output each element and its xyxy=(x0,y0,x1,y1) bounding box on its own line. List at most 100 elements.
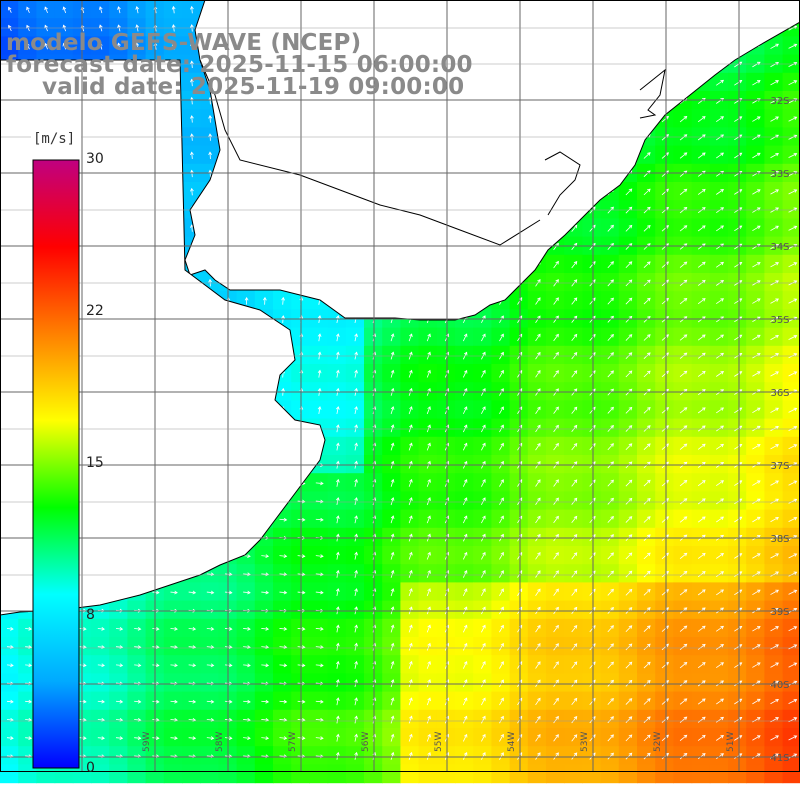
field-cell xyxy=(655,218,674,238)
wind-arrow xyxy=(752,425,761,432)
field-cell xyxy=(309,655,329,674)
wind-arrow xyxy=(571,297,578,305)
wind-arrow xyxy=(770,516,779,523)
wind-arrow xyxy=(697,516,706,523)
field-cell xyxy=(418,345,438,365)
field-cell xyxy=(709,345,729,365)
field-cell xyxy=(600,473,620,492)
field-cell xyxy=(400,509,420,529)
field-cell xyxy=(618,491,638,511)
lon-label: 54W xyxy=(507,732,517,752)
wind-arrow xyxy=(788,189,798,195)
field-cell xyxy=(673,418,693,438)
wind-arrow xyxy=(188,590,197,595)
field-cell xyxy=(691,109,711,128)
wind-arrow xyxy=(788,298,798,304)
field-cell xyxy=(746,618,765,638)
wind-arrow xyxy=(408,715,413,724)
wind-arrow xyxy=(317,369,322,378)
wind-arrow xyxy=(553,588,559,596)
field-cell xyxy=(382,728,401,747)
wind-arrow xyxy=(607,224,614,232)
field-cell xyxy=(327,582,347,602)
wind-arrow xyxy=(770,735,779,741)
wind-arrow xyxy=(426,442,431,451)
field-cell xyxy=(327,491,347,511)
field-cell xyxy=(345,655,365,674)
field-cell xyxy=(473,600,492,620)
field-cell xyxy=(673,455,693,474)
field-cell xyxy=(418,618,438,638)
wind-arrow xyxy=(354,679,358,688)
field-cell xyxy=(436,582,456,602)
field-cell xyxy=(564,418,583,438)
field-cell xyxy=(163,582,183,602)
wind-arrow xyxy=(752,589,761,596)
field-cell xyxy=(382,527,401,547)
field-cell xyxy=(418,600,438,620)
field-cell xyxy=(782,200,800,219)
wind-arrow xyxy=(315,590,324,595)
wind-arrow xyxy=(788,116,798,122)
field-cell xyxy=(418,673,438,693)
wind-arrow xyxy=(354,642,358,651)
field-cell xyxy=(491,473,511,492)
wind-arrow xyxy=(571,552,578,560)
wind-arrow xyxy=(607,261,614,269)
field-cell xyxy=(764,273,784,292)
wind-arrow xyxy=(462,515,468,524)
wind-arrow xyxy=(697,552,706,559)
wind-arrow xyxy=(6,663,14,668)
field-cell xyxy=(345,473,365,492)
wind-arrow xyxy=(462,333,468,342)
field-cell xyxy=(764,436,784,456)
field-cell xyxy=(473,709,492,729)
field-cell xyxy=(655,254,674,274)
field-cell xyxy=(400,527,420,547)
field-cell xyxy=(200,746,219,765)
wind-arrow xyxy=(535,734,541,742)
wind-arrow xyxy=(625,570,633,578)
field-cell xyxy=(418,455,438,474)
wind-arrow xyxy=(770,425,779,432)
field-cell xyxy=(327,618,347,638)
field-cell xyxy=(91,728,110,747)
wind-arrow xyxy=(481,333,486,342)
field-cell xyxy=(618,673,638,693)
field-cell xyxy=(782,218,800,238)
field-cell xyxy=(582,546,602,565)
field-cell xyxy=(764,345,784,365)
wind-arrow xyxy=(335,660,340,669)
field-cell xyxy=(673,291,693,310)
field-cell xyxy=(236,637,256,656)
field-cell xyxy=(673,109,693,128)
field-cell xyxy=(254,655,274,674)
field-cell xyxy=(582,273,602,292)
field-cell xyxy=(637,691,656,711)
wind-arrow xyxy=(643,734,651,742)
field-cell xyxy=(764,509,784,529)
field-cell xyxy=(491,691,511,711)
field-cell xyxy=(364,673,383,693)
lagoon-outline xyxy=(639,68,666,119)
field-cell xyxy=(273,618,292,638)
field-cell xyxy=(709,291,729,310)
field-cell xyxy=(0,655,19,674)
field-cell xyxy=(254,746,274,765)
wind-arrow xyxy=(697,716,706,723)
field-cell xyxy=(455,582,474,602)
wind-arrow xyxy=(643,443,651,450)
wind-arrow xyxy=(770,498,779,504)
wind-arrow xyxy=(354,733,358,742)
wind-arrow xyxy=(481,752,486,760)
field-cell xyxy=(764,364,784,383)
field-cell xyxy=(564,582,583,602)
field-cell xyxy=(418,400,438,420)
wind-arrow xyxy=(426,333,431,342)
field-cell xyxy=(746,491,765,511)
wind-arrow xyxy=(390,551,395,560)
field-cell xyxy=(746,746,765,765)
wind-arrow xyxy=(752,644,761,650)
field-cell xyxy=(327,418,347,438)
wind-arrow xyxy=(553,697,559,706)
